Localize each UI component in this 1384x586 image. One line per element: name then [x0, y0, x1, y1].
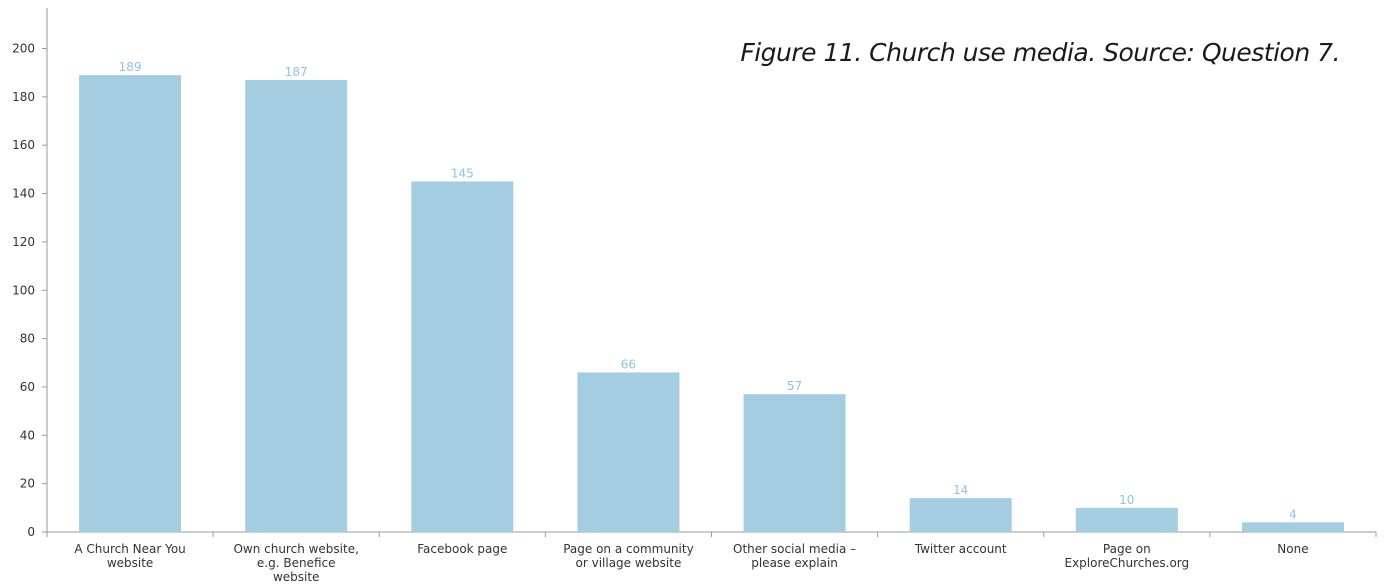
y-tick-label: 100	[12, 283, 35, 297]
x-tick-label: A Church Near You website	[74, 542, 185, 570]
y-tick-label: 40	[20, 428, 35, 442]
data-label: 4	[1289, 507, 1297, 521]
data-label: 145	[451, 166, 474, 180]
x-tick-label: Other social media – please explain	[733, 542, 856, 570]
bar	[1075, 507, 1178, 532]
bar	[577, 372, 680, 532]
y-tick-label: 200	[12, 42, 35, 56]
bar	[909, 498, 1012, 532]
x-tick-label: Page on a community or village website	[563, 542, 693, 570]
data-label: 187	[285, 65, 308, 79]
x-tick-label: Twitter account	[914, 542, 1007, 556]
bar	[245, 79, 348, 533]
y-tick-label: 60	[20, 380, 35, 394]
y-tick-label: 0	[27, 525, 35, 539]
x-tick-label: Own church website, e.g. Benefice website	[233, 542, 358, 584]
y-tick-label: 120	[12, 235, 35, 249]
y-tick-label: 160	[12, 138, 35, 152]
bar	[411, 181, 514, 532]
y-tick-label: 180	[12, 90, 35, 104]
data-label: 14	[953, 483, 968, 497]
x-tick-label: Facebook page	[417, 542, 507, 556]
x-tick-label: Page on ExploreChurches.org	[1065, 542, 1190, 570]
y-tick-label: 20	[20, 477, 35, 491]
bar	[79, 75, 182, 532]
y-tick-label: 140	[12, 187, 35, 201]
data-label: 10	[1119, 493, 1134, 507]
bar	[743, 394, 846, 532]
bar	[1241, 522, 1344, 532]
x-tick-label: None	[1277, 542, 1308, 556]
data-label: 57	[787, 379, 802, 393]
data-label: 66	[621, 357, 636, 371]
data-label: 189	[119, 60, 142, 74]
y-tick-label: 80	[20, 332, 35, 346]
figure-caption: Figure 11. Church use media. Source: Que…	[740, 38, 1340, 67]
